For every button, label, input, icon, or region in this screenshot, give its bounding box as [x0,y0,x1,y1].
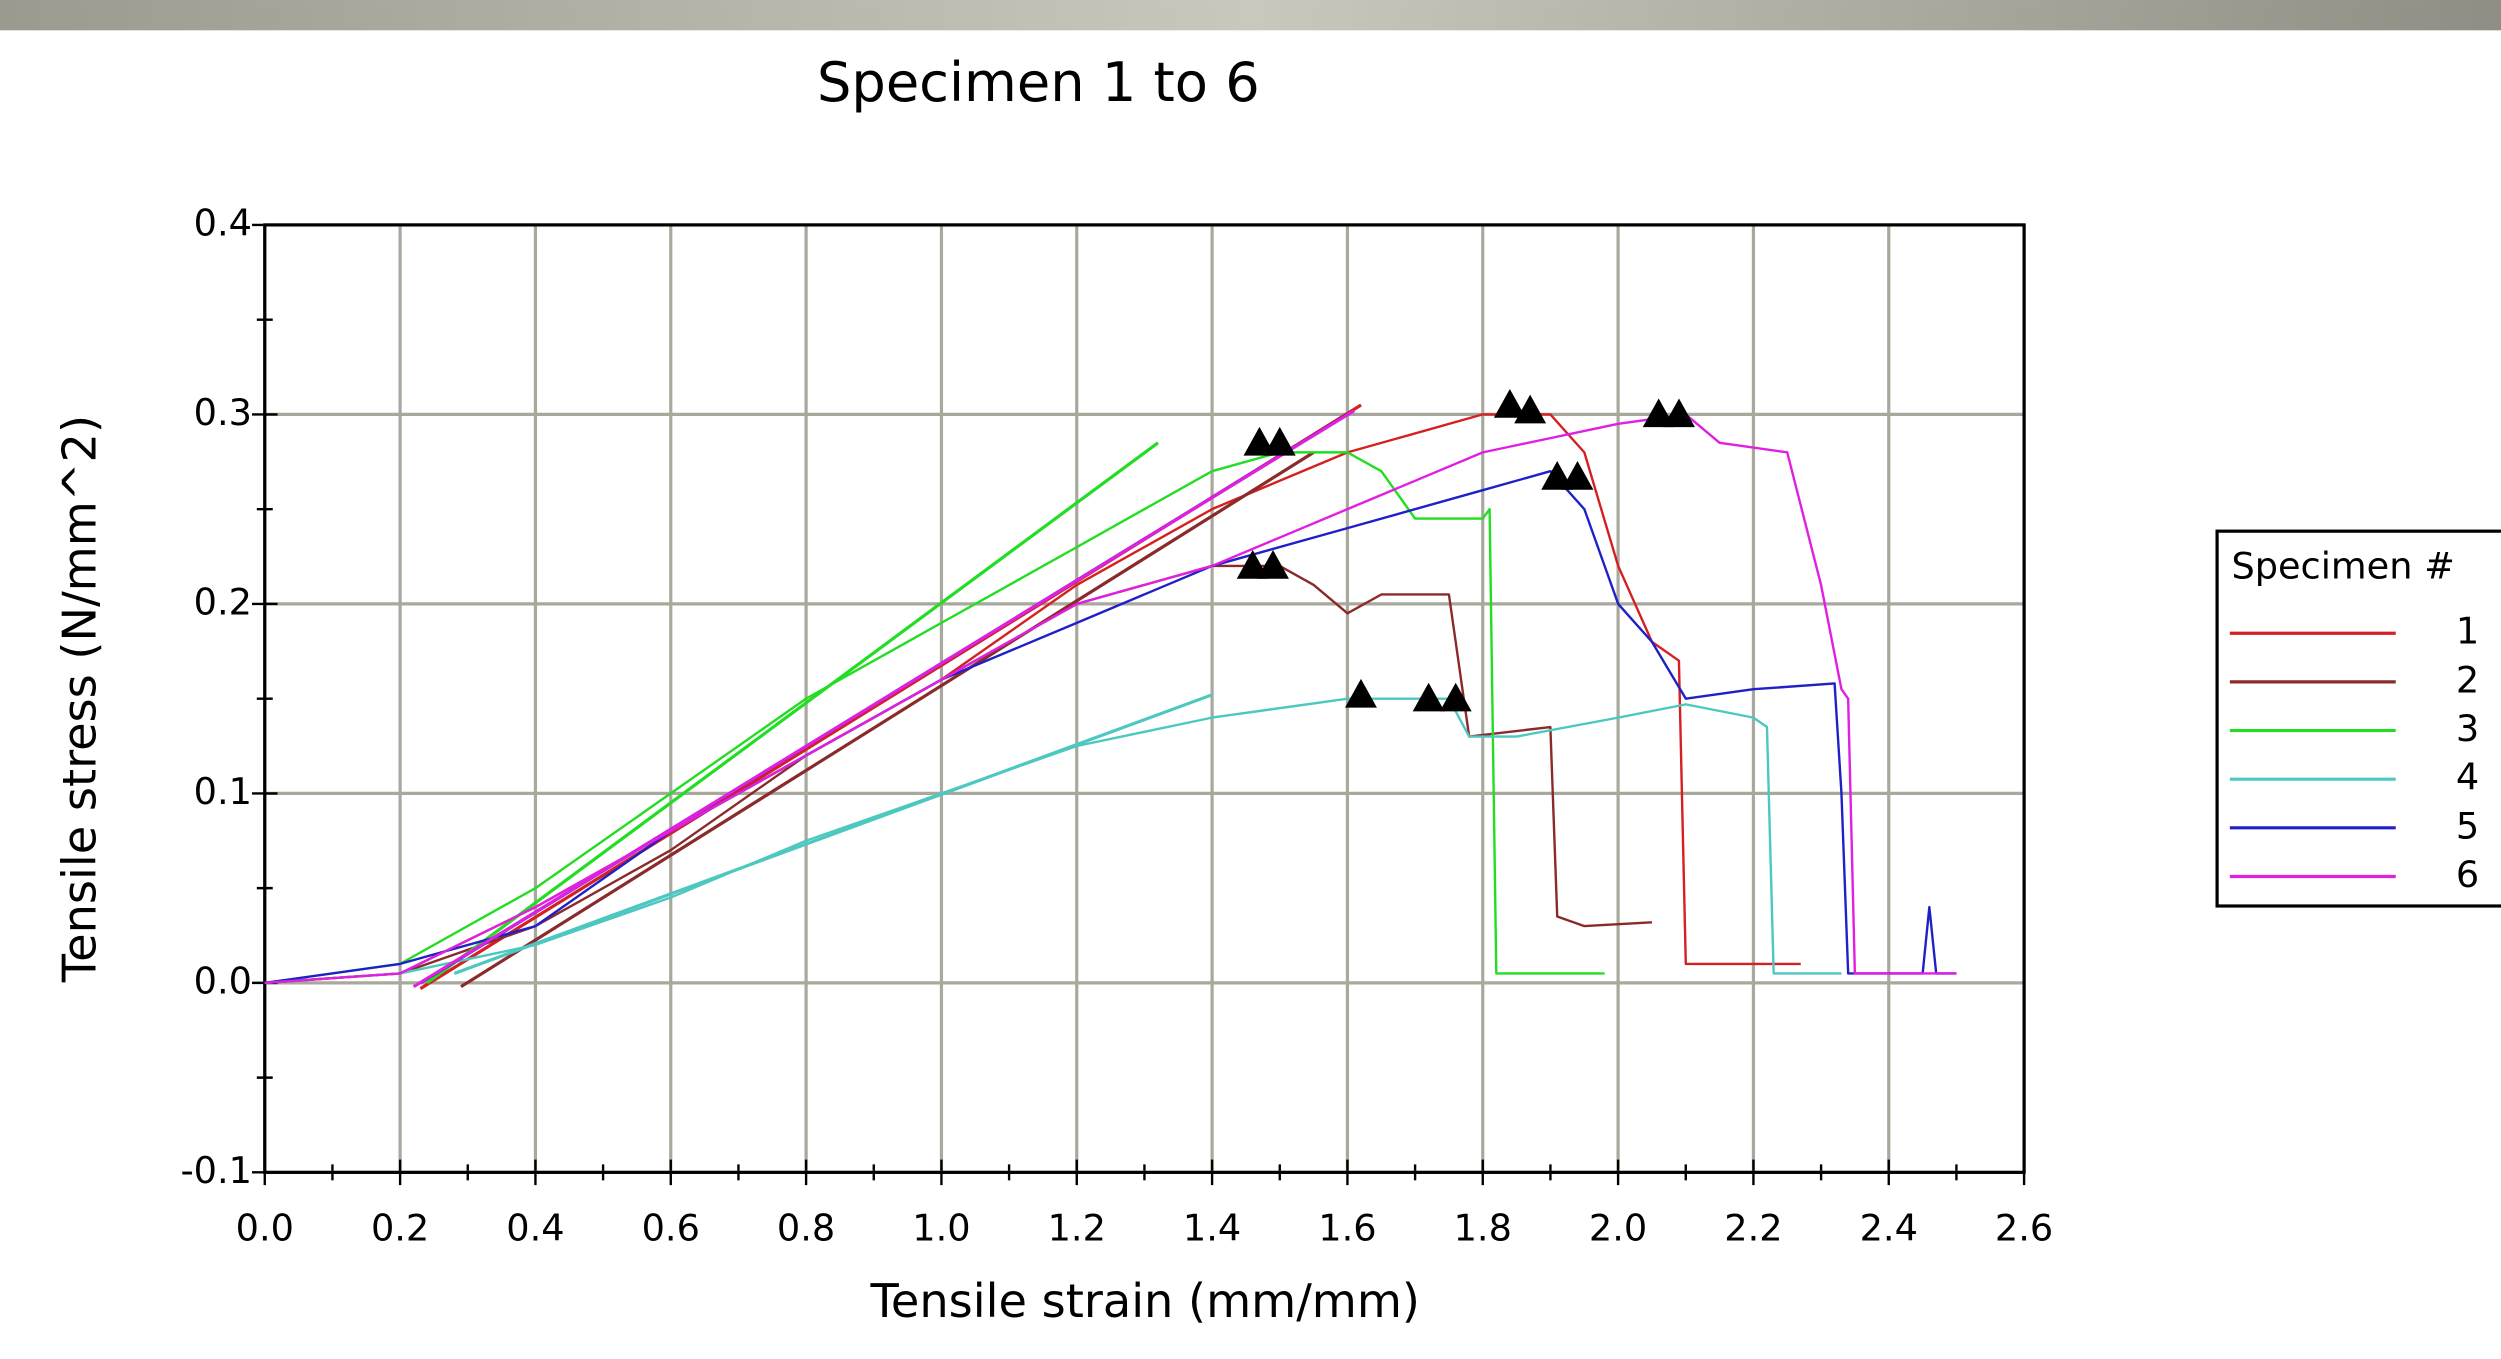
break-marker [1243,426,1276,456]
legend-label: 2 [2456,658,2479,701]
legend-label: 4 [2456,756,2479,799]
x-tick-label: 0.2 [371,1206,429,1249]
x-tick-label: 2.0 [1589,1206,1647,1249]
y-tick-label: 0.1 [194,770,252,813]
chart-title: Specimen 1 to 6 [817,51,1260,114]
y-axis-label: Tensile stress (N/mm^2) [52,415,106,983]
x-tick-label: 0.4 [506,1206,564,1249]
y-tick-label: 0.2 [194,580,252,623]
y-tick-label: -0.1 [180,1149,252,1192]
series-line [264,564,1653,985]
break-marker [1412,682,1445,712]
x-tick-label: 1.4 [1183,1206,1241,1249]
break-marker [1263,426,1296,456]
x-tick-label: 0.8 [777,1206,835,1249]
break-marker [1541,460,1574,490]
y-tick-label: 0.4 [194,201,252,244]
y-tick-label: 0.3 [194,391,252,434]
fit-line [426,441,1159,985]
legend-label: 1 [2456,610,2479,653]
x-tick-label: 1.8 [1454,1206,1512,1249]
x-tick-label: 1.0 [912,1206,970,1249]
series-line [264,413,1957,985]
break-marker [1561,460,1594,490]
legend-title: Specimen # [2231,544,2454,587]
x-tick-label: 1.6 [1318,1206,1376,1249]
plot-frame [263,223,2026,1174]
break-marker [1493,388,1526,418]
series-line [264,697,1842,985]
break-marker [1514,394,1547,424]
break-marker [1663,398,1695,428]
x-tick-label: 0.0 [236,1206,294,1249]
legend-label: 3 [2456,707,2479,750]
y-tick-label: 0.0 [194,959,252,1002]
x-axis-label: Tensile strain (mm/mm) [870,1274,1420,1328]
header-image-strip [0,0,2501,31]
series-line [264,413,1801,985]
break-marker [1439,682,1472,712]
x-tick-label: 2.4 [1860,1206,1918,1249]
break-marker [1236,550,1269,579]
fit-line [460,451,1315,989]
break-marker [1345,678,1377,708]
x-tick-label: 2.2 [1724,1206,1782,1249]
x-tick-label: 1.2 [1048,1206,1106,1249]
series-line [264,469,1957,985]
x-tick-label: 0.6 [642,1206,700,1249]
fit-line [412,409,1356,989]
break-marker [1642,398,1675,428]
series-line [264,451,1605,985]
legend-label: 6 [2456,853,2479,896]
fit-line [453,693,1213,975]
legend-box [2215,529,2501,908]
break-marker [1257,550,1289,579]
x-tick-label: 2.6 [1995,1206,2053,1249]
legend-label: 5 [2456,804,2479,847]
